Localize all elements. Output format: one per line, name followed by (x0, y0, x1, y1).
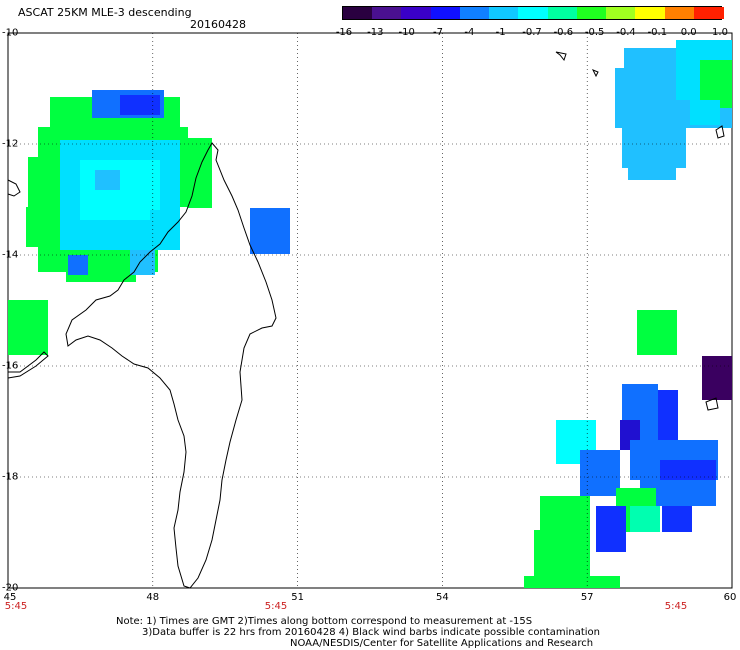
swath-cell (250, 208, 290, 254)
swath-cell (534, 530, 584, 580)
swath-cell (66, 272, 136, 282)
longitude-label: 54 (436, 592, 449, 603)
longitude-label: 51 (291, 592, 304, 603)
latitude-label: -12 (2, 138, 19, 150)
pass-time-label: 5:45 (4, 601, 28, 612)
swath-cell (596, 506, 626, 552)
colorbar-segment (635, 7, 666, 19)
colorbar-segment (547, 7, 578, 19)
coastline (7, 51, 725, 589)
colorbar-segment (518, 7, 549, 19)
longitude-label: 45 (3, 592, 17, 603)
note-line-1: Note: 1) Times are GMT 2)Times along bot… (116, 616, 533, 627)
swath-cell (8, 300, 48, 355)
island-3 (705, 397, 719, 411)
africa-coast-fragment (7, 179, 21, 197)
colorbar-segment (459, 7, 491, 19)
island-1 (555, 51, 567, 62)
colorbar-segment (372, 7, 403, 19)
colorbar-segment (489, 7, 520, 19)
colorbar-segment (430, 7, 461, 19)
swath-cell (524, 576, 620, 588)
colorbar-segment (401, 7, 432, 19)
scatterometer-swaths (8, 40, 732, 588)
island-2 (591, 69, 599, 78)
swath-cell (95, 170, 120, 190)
latitude-label: -16 (2, 360, 19, 372)
latitude-label: -18 (2, 471, 19, 483)
swath-cell (628, 168, 676, 180)
swath-cell (658, 390, 678, 440)
pass-time-label: 5:45 (664, 601, 688, 612)
swath-cell (637, 310, 677, 355)
swath-cell (630, 506, 660, 532)
island-4 (715, 125, 725, 139)
coast-fragment-left (7, 351, 49, 379)
chart-date: 20160428 (190, 18, 246, 31)
latitude-label: -10 (2, 27, 19, 39)
chart-title: ASCAT 25KM MLE-3 descending (18, 6, 192, 19)
colorbar-segment (343, 7, 374, 19)
swath-cell (622, 128, 686, 168)
swath-cell (580, 450, 620, 496)
colorbar (342, 6, 724, 20)
colorbar-segment (693, 7, 724, 19)
swath-cell (690, 100, 720, 125)
swath-cell (662, 506, 692, 532)
swath-cell (702, 356, 732, 400)
note-line-2: 3)Data buffer is 22 hrs from 20160428 4)… (142, 627, 600, 638)
graticule (8, 33, 732, 588)
colorbar-segment (606, 7, 637, 19)
madagascar-coastline (65, 142, 277, 589)
longitude-label: 48 (146, 592, 160, 603)
colorbar-segment (664, 7, 695, 19)
latitude-label: -14 (2, 249, 19, 261)
swath-cell (150, 210, 180, 230)
pass-time-label: 5:45 (264, 601, 288, 612)
colorbar-segment (576, 7, 608, 19)
latitude-label: -20 (2, 582, 19, 594)
longitude-label: 57 (580, 592, 594, 603)
note-line-3: NOAA/NESDIS/Center for Satellite Applica… (290, 638, 594, 649)
longitude-label: 60 (723, 592, 737, 603)
swath-cell (68, 255, 88, 275)
swath-cell (130, 250, 155, 275)
swath-cell (120, 95, 160, 115)
